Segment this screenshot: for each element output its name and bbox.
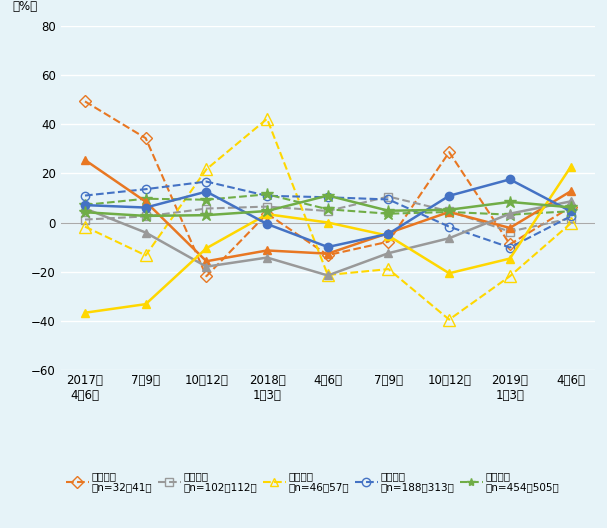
Text: （%）: （%） — [13, 0, 38, 13]
